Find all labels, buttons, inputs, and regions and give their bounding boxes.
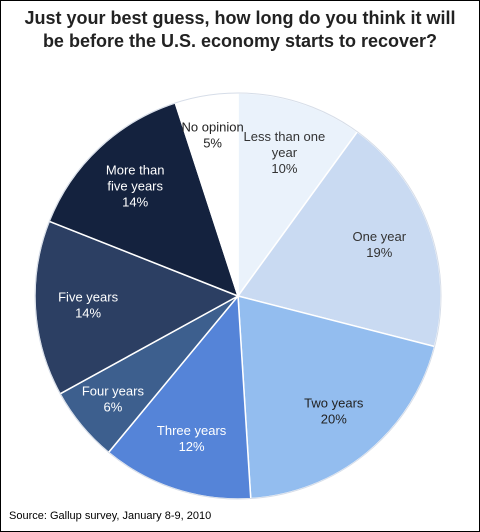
slice-label-2: Two years 20% bbox=[304, 396, 364, 427]
slice-category-label: More than bbox=[106, 163, 165, 178]
chart-title: Just your best guess, how long do you th… bbox=[24, 8, 456, 51]
slice-value-label: 6% bbox=[104, 400, 123, 415]
slice-label-1: One year 19% bbox=[353, 229, 407, 260]
slice-value-label: 14% bbox=[75, 305, 101, 320]
slice-category-label: Less than one bbox=[244, 129, 326, 144]
slice-value-label: 5% bbox=[203, 136, 222, 151]
slice-value-label: 19% bbox=[366, 245, 392, 260]
slice-label-5: Five years 14% bbox=[58, 289, 118, 320]
slice-category-label: year bbox=[272, 145, 298, 160]
slice-value-label: 14% bbox=[122, 195, 148, 210]
slice-category-label: Two years bbox=[304, 396, 364, 411]
pie-labels: Less than one year 10% One year 19% Two years… bbox=[58, 120, 407, 454]
pie-slices bbox=[34, 92, 442, 500]
slice-value-label: 12% bbox=[179, 439, 205, 454]
slice-category-label: No opinion bbox=[182, 120, 244, 135]
slice-category-label: Three years bbox=[157, 423, 227, 438]
slice-label-7: No opinion 5% bbox=[182, 120, 244, 151]
slice-label-3: Three years 12% bbox=[157, 423, 227, 454]
slice-category-label: Five years bbox=[58, 289, 118, 304]
slice-label-6: More than five years 14% bbox=[106, 163, 165, 210]
slice-value-label: 10% bbox=[271, 161, 297, 176]
slice-value-label: 20% bbox=[321, 412, 347, 427]
slice-category-label: five years bbox=[107, 179, 163, 194]
source-note: Source: Gallup survey, January 8-9, 2010 bbox=[9, 510, 212, 522]
slice-label-4: Four years 6% bbox=[82, 384, 145, 415]
pie-outline bbox=[34, 92, 442, 500]
slice-category-label: Four years bbox=[82, 384, 145, 399]
slice-label-0: Less than one year 10% bbox=[244, 129, 326, 176]
slice-category-label: One year bbox=[353, 229, 407, 244]
